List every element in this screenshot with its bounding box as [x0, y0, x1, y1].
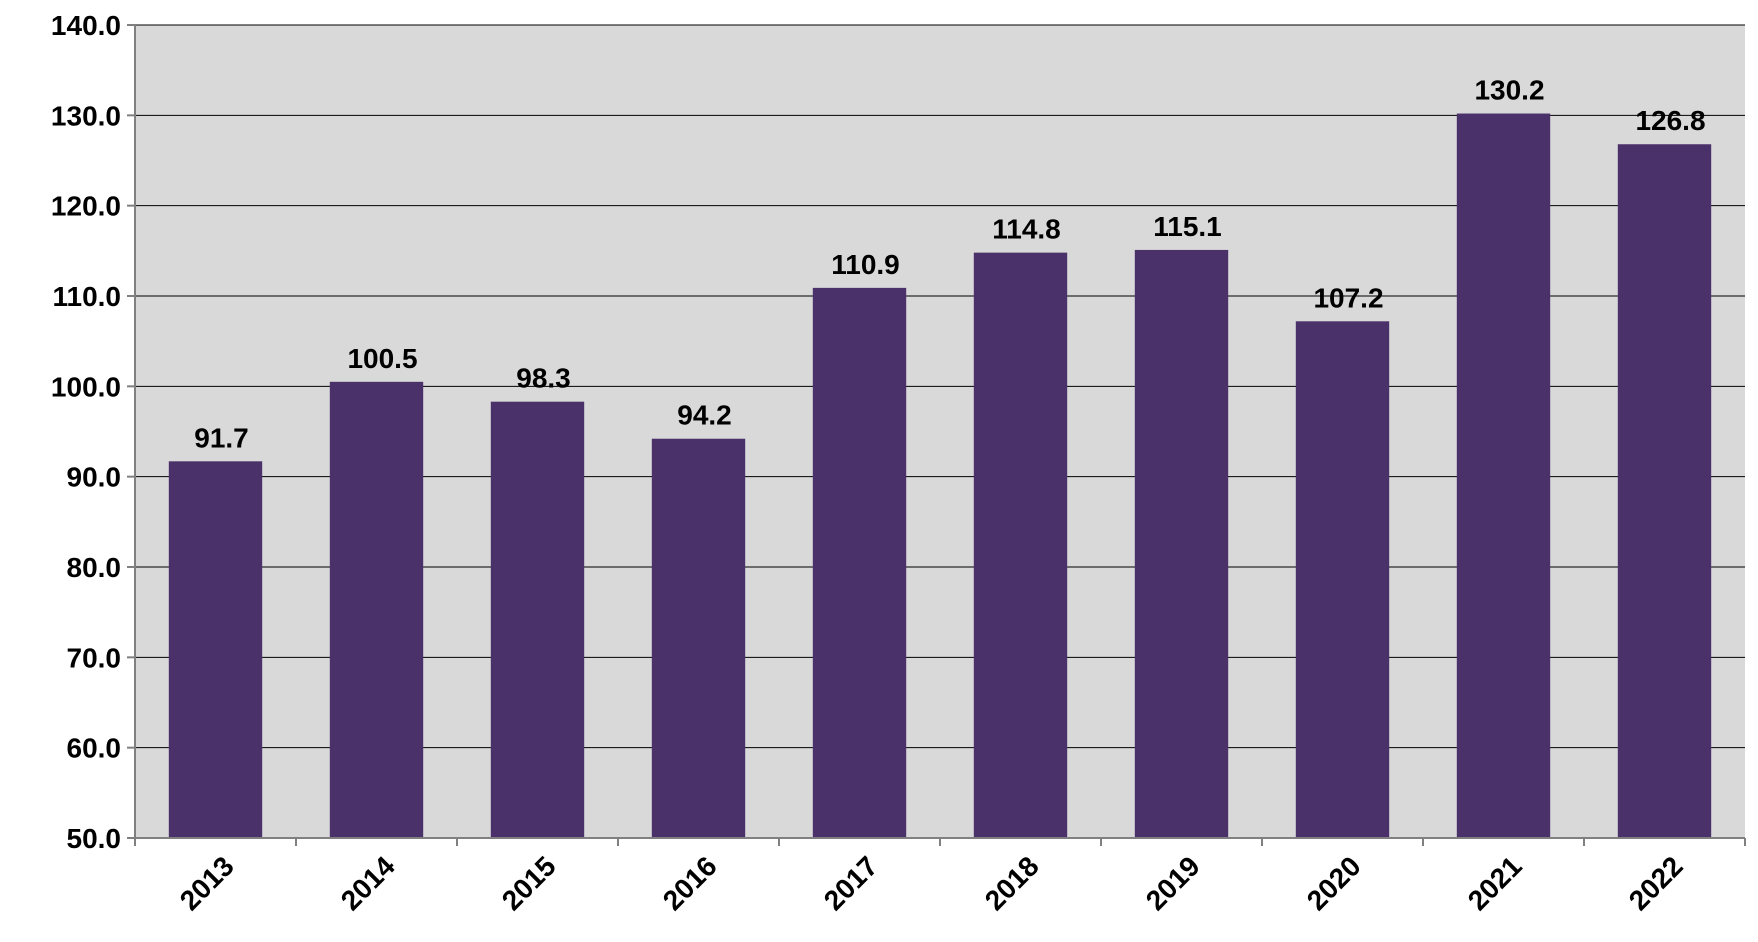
data-label-2022: 126.8: [1635, 105, 1705, 136]
y-tick-label: 110.0: [52, 281, 121, 312]
data-label-2020: 107.2: [1313, 282, 1383, 313]
x-tick-label: 2021: [1462, 850, 1528, 916]
bar-2013: [168, 461, 263, 838]
y-tick-label: 70.0: [67, 642, 122, 673]
x-tick-label: 2020: [1301, 850, 1367, 916]
data-label-2019: 115.1: [1153, 211, 1222, 242]
y-tick-label: 120.0: [51, 191, 121, 222]
bar-2014: [329, 381, 424, 838]
y-tick-label: 100.0: [51, 371, 121, 402]
data-label-2015: 98.3: [516, 363, 571, 394]
x-tick-label: 2015: [496, 850, 562, 916]
y-tick-label: 60.0: [67, 733, 122, 764]
x-tick-label: 2022: [1623, 850, 1689, 916]
x-tick-label: 2018: [979, 850, 1045, 916]
x-tick-label: 2014: [335, 850, 401, 916]
bar-2021: [1456, 113, 1551, 838]
y-tick-label: 50.0: [67, 823, 122, 854]
y-tick-label: 80.0: [67, 552, 122, 583]
y-tick-label: 90.0: [67, 462, 122, 493]
y-tick-label: 140.0: [51, 10, 121, 41]
x-tick-label: 2013: [174, 850, 240, 916]
data-label-2018: 114.8: [992, 214, 1061, 245]
bars: [168, 113, 1712, 839]
bar-2015: [490, 401, 585, 838]
data-label-2021: 130.2: [1474, 75, 1544, 106]
x-tick-label: 2019: [1140, 850, 1206, 916]
data-label-2016: 94.2: [677, 400, 732, 431]
x-tick-label: 2016: [657, 850, 723, 916]
y-axis-ticks: 50.0 60.0 70.0 80.0 90.0 100.0 110.0 120.0 130.0…: [51, 10, 135, 854]
data-label-2014: 100.5: [347, 343, 417, 374]
bar-2018: [973, 252, 1068, 838]
bar-2019: [1134, 249, 1229, 838]
bar-2020: [1295, 321, 1390, 838]
data-label-2013: 91.7: [194, 422, 249, 453]
data-labels: 91.7 100.5 98.3 94.2 110.9 114.8 115.1 107.2 130…: [194, 75, 1705, 454]
bar-2016: [651, 438, 746, 838]
y-tick-label: 130.0: [51, 100, 121, 131]
x-tick-label: 2017: [818, 850, 884, 916]
data-label-2017: 110.9: [831, 249, 900, 280]
bar-2017: [812, 287, 907, 838]
x-axis-ticks: 2013 2014 2015 2016 2017 2018 2019 2020 2021 2022: [134, 838, 1746, 916]
bar-2022: [1617, 144, 1712, 839]
